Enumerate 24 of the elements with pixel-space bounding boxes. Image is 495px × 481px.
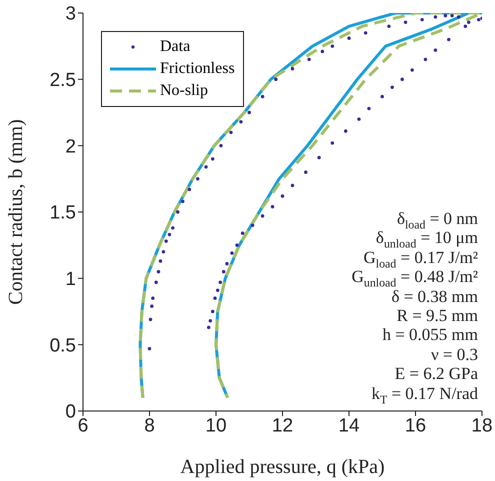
x-axis-title: Applied pressure, q (kPa)	[180, 456, 385, 478]
x-tick-label: 12	[272, 415, 294, 436]
y-tick-label: 2.5	[50, 70, 76, 92]
y-tick-label: 0	[65, 402, 76, 423]
legend-label: No-slip	[160, 82, 208, 100]
y-tick-label: 1.5	[50, 202, 76, 224]
annotation: R = 9.5 mm	[396, 306, 478, 326]
x-tick-label: 14	[338, 415, 360, 436]
legend-label: Data	[160, 38, 190, 56]
y-tick-label: 0.5	[50, 335, 76, 356]
annotation: E = 6.2 GPa	[394, 364, 478, 384]
annotation: h = 0.055 mm	[381, 325, 478, 345]
legend-label: Frictionless	[160, 60, 235, 78]
x-tick-label: 16	[404, 415, 426, 436]
annotation: ν = 0.3	[430, 344, 478, 364]
x-tick-label: 18	[471, 415, 493, 436]
annotation: k$_{T}$ = 0.17 N/rad	[370, 384, 478, 406]
x-tick-label: 6	[78, 415, 88, 436]
x-tick-label: 10	[205, 415, 227, 436]
y-axis-title: Contact radius, b (mm)	[5, 119, 27, 305]
y-tick-label: 1	[65, 269, 76, 290]
y-tick-label: 3	[65, 4, 76, 25]
y-tick-label: 2	[65, 136, 76, 158]
x-tick-label: 8	[144, 415, 155, 436]
